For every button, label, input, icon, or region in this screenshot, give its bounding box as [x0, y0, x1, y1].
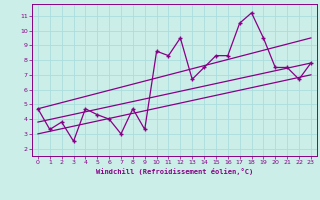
X-axis label: Windchill (Refroidissement éolien,°C): Windchill (Refroidissement éolien,°C) [96, 168, 253, 175]
